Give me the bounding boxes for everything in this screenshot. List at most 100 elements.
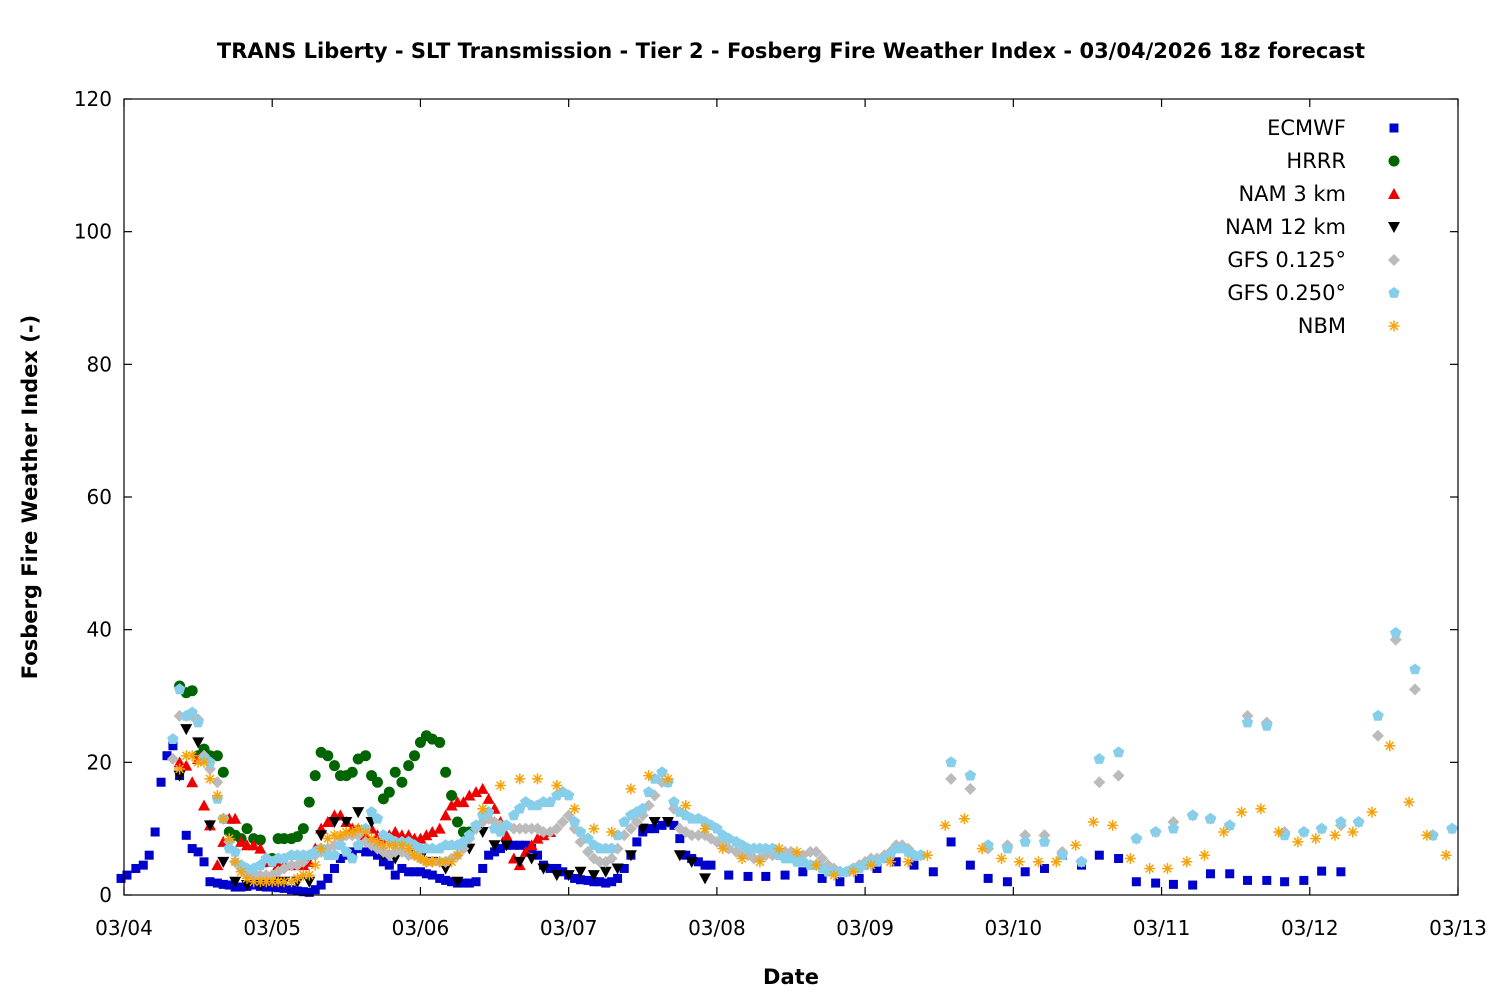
data-point bbox=[229, 856, 241, 868]
data-point bbox=[644, 824, 654, 834]
data-point bbox=[1093, 776, 1106, 789]
data-point bbox=[582, 832, 594, 844]
data-point bbox=[525, 839, 538, 851]
data-point bbox=[144, 850, 154, 860]
series-hrrr bbox=[174, 680, 475, 868]
data-point bbox=[315, 843, 327, 855]
data-point bbox=[229, 845, 241, 857]
data-point bbox=[217, 766, 229, 778]
data-point bbox=[421, 869, 431, 879]
y-axis-label: Fosberg Fire Weather Index (-) bbox=[18, 315, 42, 679]
plot-frame bbox=[123, 98, 1459, 896]
data-point bbox=[427, 870, 437, 880]
data-point bbox=[389, 825, 402, 837]
data-point bbox=[223, 833, 235, 845]
data-point bbox=[965, 860, 975, 870]
legend-label: HRRR bbox=[1286, 149, 1346, 173]
data-point bbox=[235, 866, 247, 878]
data-point bbox=[1001, 842, 1014, 854]
data-point bbox=[440, 766, 452, 778]
data-point bbox=[693, 857, 703, 867]
data-point bbox=[352, 823, 364, 835]
data-point bbox=[464, 878, 474, 888]
y-tick-label: 20 bbox=[87, 750, 112, 774]
data-point bbox=[724, 870, 734, 880]
data-point bbox=[162, 751, 172, 761]
x-tick-label: 03/07 bbox=[540, 916, 598, 940]
legend-label: NAM 12 km bbox=[1225, 215, 1346, 239]
data-point bbox=[378, 857, 388, 867]
data-point bbox=[699, 873, 712, 885]
data-point bbox=[661, 817, 674, 829]
data-point bbox=[537, 863, 550, 875]
data-point bbox=[304, 887, 314, 897]
data-point bbox=[583, 875, 593, 885]
data-point bbox=[166, 753, 179, 766]
data-point bbox=[1112, 769, 1125, 782]
legend-marker bbox=[1388, 254, 1400, 266]
legend-marker bbox=[1388, 320, 1400, 332]
data-point bbox=[168, 741, 178, 751]
data-point bbox=[477, 803, 489, 815]
data-point bbox=[576, 875, 586, 885]
data-point bbox=[1421, 829, 1433, 841]
data-point bbox=[1366, 806, 1378, 818]
data-point bbox=[1205, 869, 1215, 879]
data-point bbox=[396, 839, 408, 851]
data-point bbox=[525, 853, 538, 865]
data-point bbox=[372, 850, 382, 860]
data-point bbox=[241, 880, 254, 892]
data-point bbox=[681, 850, 691, 860]
data-point bbox=[122, 870, 132, 880]
data-point bbox=[625, 783, 637, 795]
data-point bbox=[552, 863, 562, 873]
data-point bbox=[322, 833, 334, 845]
data-point bbox=[361, 847, 371, 857]
data-point bbox=[211, 750, 223, 762]
data-point bbox=[828, 869, 840, 881]
data-point bbox=[632, 837, 642, 847]
data-point bbox=[167, 733, 179, 744]
data-point bbox=[254, 834, 266, 846]
data-point bbox=[192, 737, 205, 749]
data-point bbox=[254, 842, 267, 854]
data-point bbox=[513, 856, 526, 868]
data-point bbox=[236, 882, 246, 892]
data-point bbox=[452, 816, 463, 828]
data-point bbox=[500, 819, 513, 831]
data-point bbox=[537, 825, 550, 838]
data-point bbox=[426, 842, 438, 854]
data-point bbox=[976, 843, 988, 855]
data-point bbox=[1114, 854, 1124, 864]
data-point bbox=[780, 870, 790, 880]
data-point bbox=[1013, 856, 1025, 868]
data-point bbox=[415, 867, 425, 877]
data-point bbox=[426, 825, 439, 837]
data-point bbox=[624, 850, 637, 862]
data-point bbox=[982, 839, 994, 851]
data-point bbox=[588, 823, 600, 835]
data-point bbox=[367, 847, 377, 857]
data-point bbox=[180, 759, 193, 771]
data-point bbox=[211, 859, 224, 871]
data-point bbox=[323, 873, 333, 883]
data-point bbox=[309, 770, 321, 782]
data-point bbox=[1094, 850, 1104, 860]
data-point bbox=[1409, 663, 1421, 675]
data-point bbox=[192, 756, 204, 768]
data-point bbox=[198, 756, 210, 768]
data-point bbox=[1168, 879, 1178, 889]
data-point bbox=[1050, 856, 1062, 868]
data-point bbox=[662, 773, 674, 785]
data-point bbox=[706, 860, 716, 870]
data-point bbox=[286, 876, 297, 888]
legend-label: GFS 0.125° bbox=[1227, 248, 1346, 272]
data-point bbox=[605, 842, 618, 854]
data-point bbox=[619, 863, 629, 873]
data-point bbox=[476, 782, 489, 794]
data-point bbox=[636, 823, 649, 835]
data-point bbox=[964, 782, 977, 795]
data-point bbox=[297, 869, 309, 881]
data-point bbox=[377, 839, 389, 851]
